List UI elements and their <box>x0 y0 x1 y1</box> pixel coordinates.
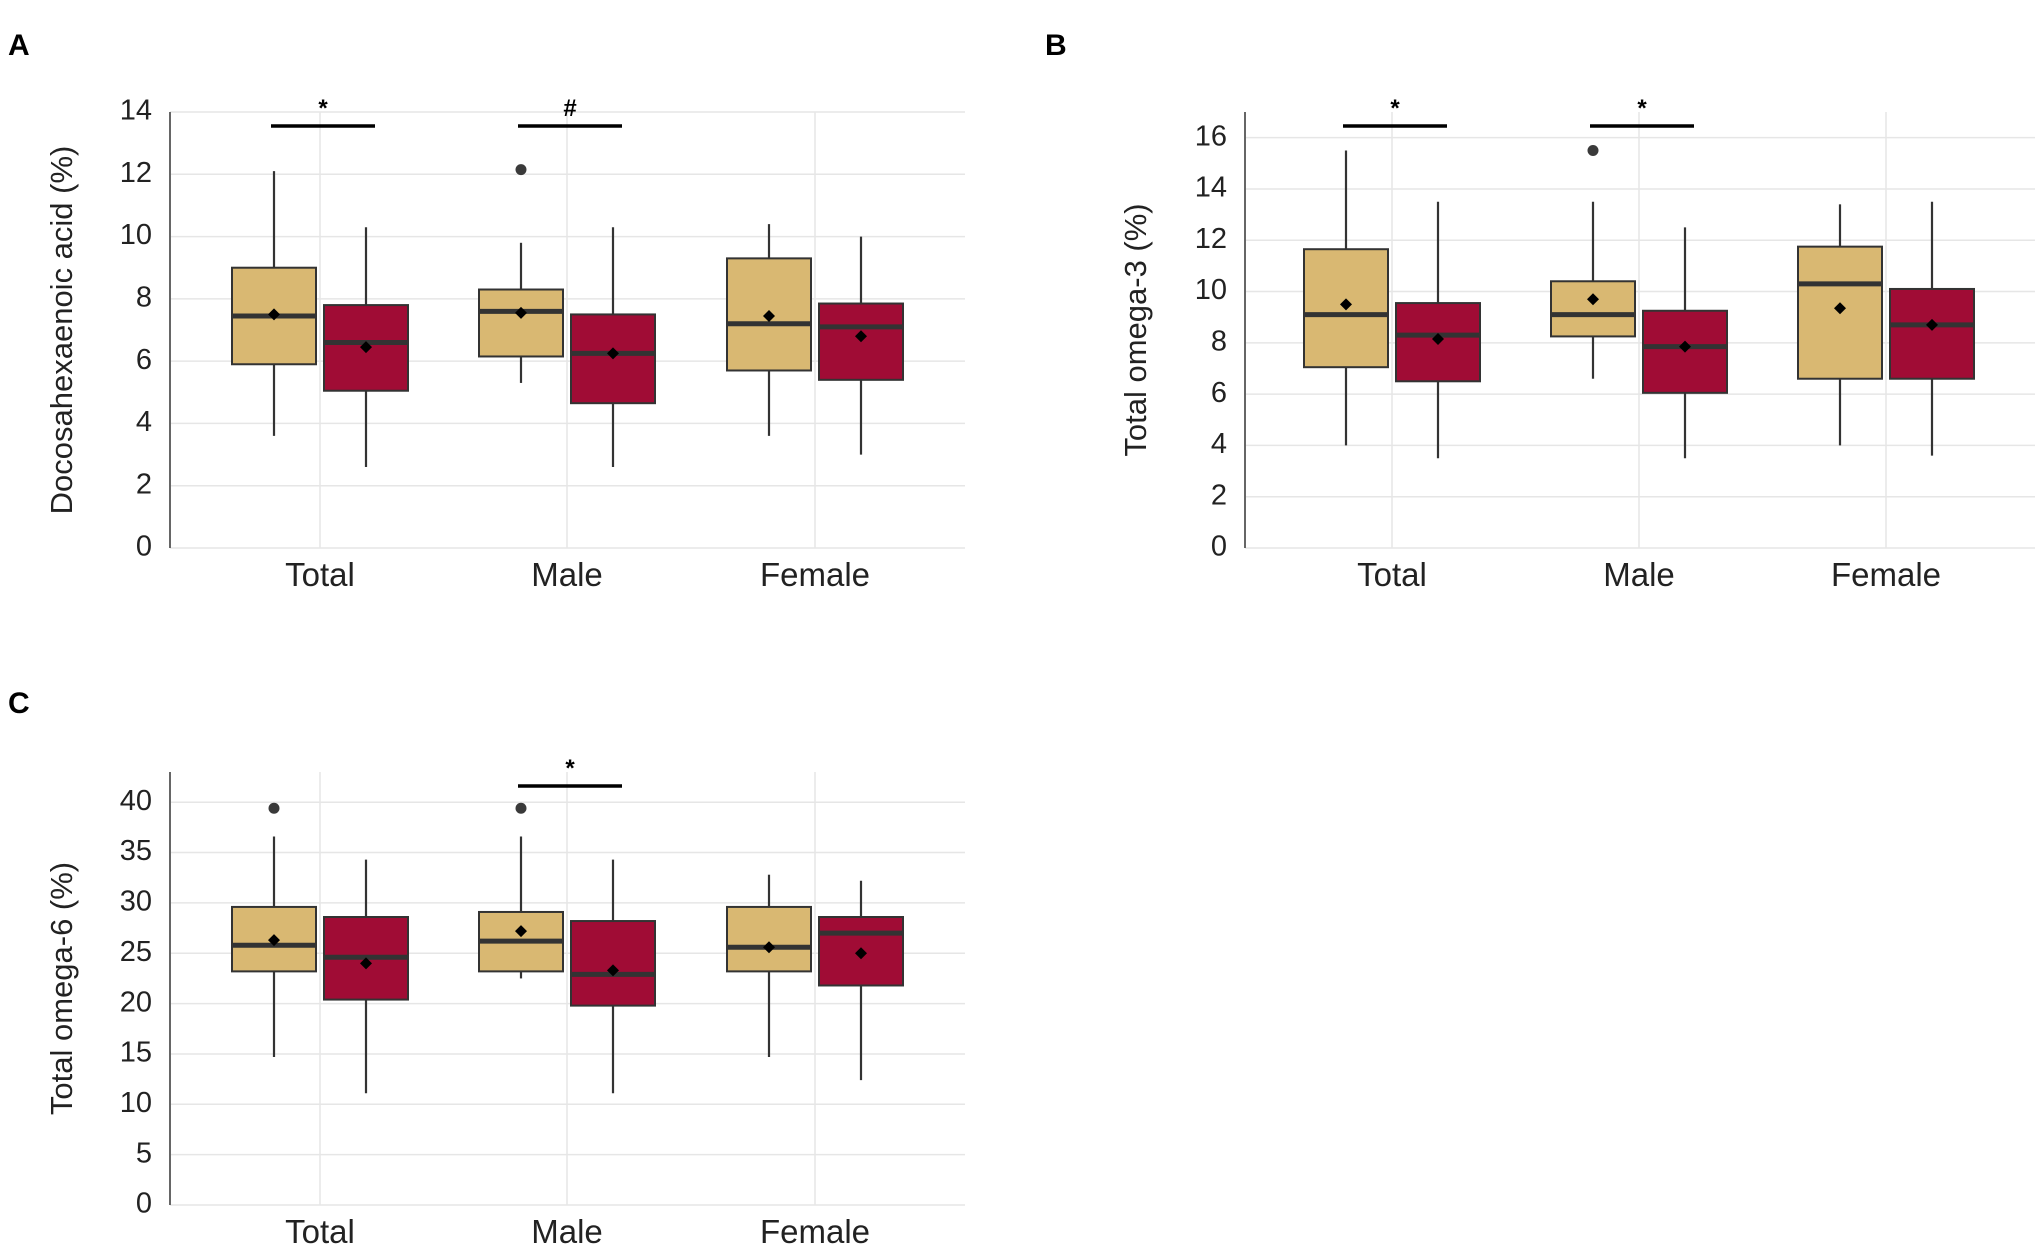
y-tick-label: 0 <box>1211 531 1227 563</box>
boxplot-female-series2 <box>818 880 904 1081</box>
mean-marker <box>515 306 527 319</box>
y-tick-label: 4 <box>136 406 152 438</box>
significance-label: * <box>565 755 575 782</box>
boxplot-male-series1 <box>478 164 564 383</box>
y-tick-label: 15 <box>120 1037 152 1069</box>
x-tick-label-total: Total <box>285 556 355 593</box>
y-tick-label: 14 <box>120 95 152 127</box>
y-tick-label: 40 <box>120 785 152 817</box>
significance-label: * <box>318 95 328 122</box>
mean-marker <box>1340 298 1352 311</box>
y-tick-label: 10 <box>120 1087 152 1119</box>
outlier-point <box>1587 144 1599 156</box>
mean-marker <box>1587 293 1599 306</box>
y-tick-label: 12 <box>120 157 152 189</box>
panel-b: B 0 2 4 6 8 10 12 14 16 Total omega-3 (%) Total Male… <box>1045 29 2035 593</box>
panel-letter: A <box>8 29 30 62</box>
y-tick-label: 14 <box>1195 172 1227 204</box>
y-tick-label: 10 <box>1195 274 1227 306</box>
y-tick-label: 16 <box>1195 120 1227 152</box>
box-iqr <box>818 916 904 987</box>
x-tick-label-total: Total <box>285 1213 355 1250</box>
x-tick-label-male: Male <box>531 1213 603 1250</box>
y-tick-label: 2 <box>1211 479 1227 511</box>
boxplot-total-series2 <box>323 859 409 1094</box>
y-tick-label: 8 <box>136 282 152 314</box>
mean-marker <box>268 308 280 321</box>
y-tick-label: 6 <box>1211 377 1227 409</box>
mean-marker <box>1432 332 1444 345</box>
panel-letter: C <box>8 687 30 720</box>
boxplot-total-series1 <box>231 171 317 436</box>
boxplot-female-series2 <box>1889 201 1975 456</box>
y-tick-label: 30 <box>120 886 152 918</box>
mean-marker <box>268 934 280 947</box>
box-iqr <box>1889 287 1975 380</box>
boxplot-total-series2 <box>1395 201 1481 459</box>
significance-label: # <box>563 95 576 122</box>
y-tick-label: 0 <box>136 531 152 563</box>
y-axis-label: Total omega-6 (%) <box>44 862 79 1115</box>
boxplot-female-series2 <box>818 236 904 455</box>
boxplot-male-series1 <box>1550 144 1636 379</box>
mean-marker <box>763 941 775 954</box>
boxplot-male-series2 <box>570 227 656 468</box>
mean-marker <box>1679 340 1691 353</box>
mean-marker <box>360 341 372 354</box>
mean-marker <box>1926 318 1938 331</box>
x-tick-label-female: Female <box>760 556 870 593</box>
mean-marker <box>763 309 775 322</box>
boxplot-male-series2 <box>1642 227 1728 459</box>
boxplot-total-series1 <box>231 802 317 1057</box>
x-tick-label-male: Male <box>1603 556 1675 593</box>
outlier-point <box>268 802 280 814</box>
y-tick-label: 0 <box>136 1188 152 1220</box>
box-iqr <box>1550 280 1636 338</box>
panel-letter: B <box>1045 29 1067 62</box>
x-tick-label-male: Male <box>531 556 603 593</box>
y-axis-label: Docosahexaenoic acid (%) <box>44 146 79 515</box>
boxplot-total-series2 <box>323 227 409 468</box>
y-tick-label: 2 <box>136 468 152 500</box>
boxplot-male-series2 <box>570 859 656 1094</box>
y-tick-label: 4 <box>1211 428 1227 460</box>
mean-marker <box>1834 302 1846 315</box>
boxplot-female-series1 <box>726 224 812 436</box>
panel-a: A 0 2 4 6 8 10 12 14 Docosahexaenoic acid (%) Tota… <box>8 29 965 593</box>
box-iqr <box>726 905 812 973</box>
box-iqr <box>478 288 564 358</box>
y-tick-label: 8 <box>1211 325 1227 357</box>
y-tick-label: 10 <box>120 219 152 251</box>
boxplot-total-series1 <box>1303 150 1389 446</box>
mean-marker <box>515 925 527 938</box>
x-tick-label-female: Female <box>760 1213 870 1250</box>
boxplot-female-series1 <box>726 874 812 1057</box>
y-tick-label: 20 <box>120 986 152 1018</box>
outlier-point <box>515 802 527 814</box>
mean-marker <box>607 964 619 977</box>
mean-marker <box>360 957 372 970</box>
significance-label: * <box>1390 95 1400 122</box>
y-tick-label: 12 <box>1195 223 1227 255</box>
y-tick-label: 35 <box>120 835 152 867</box>
x-tick-label-total: Total <box>1357 556 1427 593</box>
boxplot-male-series1 <box>478 802 564 979</box>
x-tick-label-female: Female <box>1831 556 1941 593</box>
significance-label: * <box>1637 95 1647 122</box>
outlier-point <box>515 164 527 176</box>
y-tick-label: 5 <box>136 1137 152 1169</box>
y-axis-label: Total omega-3 (%) <box>1118 203 1153 456</box>
mean-marker <box>855 947 867 960</box>
y-tick-label: 25 <box>120 936 152 968</box>
panel-c: C 0 5 10 15 20 25 30 35 40 Total omega-6 (%) Total M… <box>8 687 965 1250</box>
box-iqr <box>570 920 656 1007</box>
boxplot-female-series1 <box>1797 204 1883 446</box>
mean-marker <box>855 330 867 343</box>
mean-marker <box>607 347 619 360</box>
y-tick-label: 6 <box>136 344 152 376</box>
